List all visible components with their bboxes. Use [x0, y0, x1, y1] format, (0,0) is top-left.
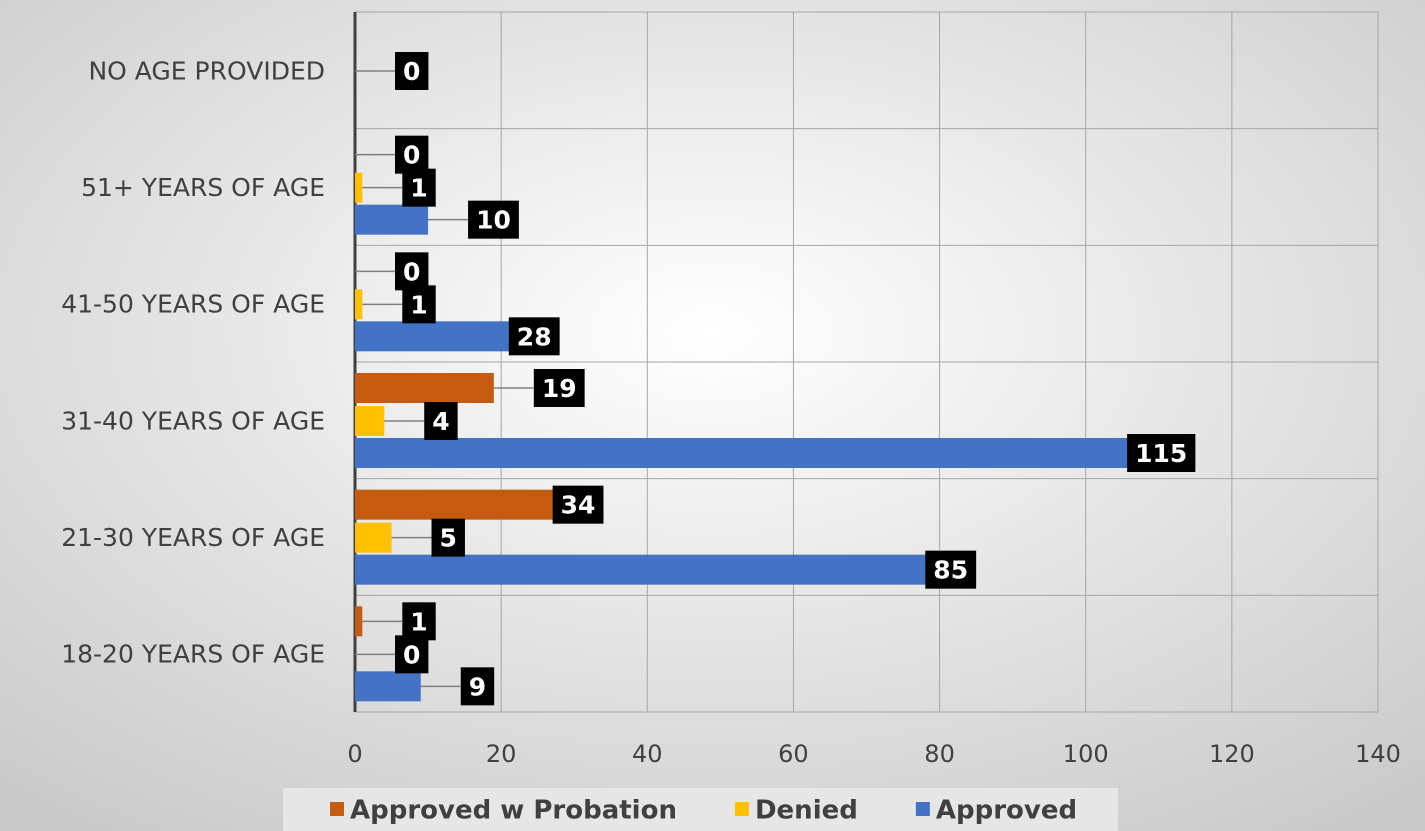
data-label: 0 [403, 257, 420, 286]
x-tick-label: 60 [778, 740, 809, 768]
bar [355, 204, 429, 235]
data-label-box [508, 317, 560, 356]
data-label: 115 [1135, 439, 1187, 468]
data-label-box [395, 135, 429, 174]
bar [355, 606, 363, 637]
legend-swatch [330, 802, 344, 816]
data-label-box [402, 602, 436, 641]
x-tick-label: 100 [1063, 740, 1109, 768]
data-label-box [395, 252, 429, 291]
data-label: 28 [517, 322, 552, 351]
data-label-box [533, 369, 585, 407]
data-label: 1 [410, 174, 427, 203]
data-label-box [424, 402, 458, 440]
data-label-box [402, 168, 436, 207]
data-label: 34 [561, 491, 596, 520]
y-tick-label: 21-30 YEARS OF AGE [61, 523, 325, 552]
bar [355, 289, 363, 320]
data-label-box [431, 518, 465, 557]
data-label-box [552, 485, 604, 524]
data-label: 1 [410, 290, 427, 319]
legend-swatch [915, 802, 930, 816]
legend-label: Denied [755, 796, 858, 826]
x-tick-label: 20 [486, 740, 517, 768]
legend-label: Approved [936, 796, 1077, 826]
bar [355, 522, 392, 553]
data-label-box [925, 550, 977, 589]
x-tick-label: 80 [924, 740, 955, 768]
data-label: 1 [410, 607, 427, 636]
data-label: 0 [403, 141, 420, 170]
legend-label: Approved w Probation [350, 796, 677, 826]
x-tick-label: 120 [1209, 740, 1255, 768]
data-label-box [395, 52, 429, 90]
data-label: 85 [933, 556, 968, 585]
data-label: 0 [403, 57, 420, 86]
x-tick-label: 0 [347, 740, 362, 768]
y-tick-label: NO AGE PROVIDED [88, 56, 325, 85]
bar [355, 172, 363, 203]
x-tick-label: 40 [632, 740, 663, 768]
y-tick-label: 51+ YEARS OF AGE [81, 173, 325, 202]
data-label: 9 [469, 672, 486, 701]
x-tick-label: 140 [1355, 740, 1401, 768]
data-label-box [460, 667, 495, 706]
data-label-box [1127, 434, 1196, 472]
data-label: 5 [440, 524, 457, 553]
data-label: 10 [476, 206, 511, 235]
data-label: 0 [403, 640, 420, 669]
data-label-box [402, 285, 436, 324]
bar [355, 373, 494, 403]
bar [355, 671, 421, 702]
y-tick-label: 18-20 YEARS OF AGE [61, 640, 325, 669]
bar [355, 438, 1196, 468]
bar [355, 554, 977, 585]
bar [355, 406, 385, 436]
data-label: 19 [542, 374, 577, 403]
legend-swatch [734, 802, 749, 816]
data-label: 4 [432, 407, 449, 436]
data-label-box [395, 635, 429, 674]
y-tick-label: 41-50 YEARS OF AGE [61, 290, 325, 319]
y-tick-label: 31-40 YEARS OF AGE [61, 406, 325, 435]
data-label-box [468, 200, 519, 239]
legend-box [283, 788, 1118, 831]
